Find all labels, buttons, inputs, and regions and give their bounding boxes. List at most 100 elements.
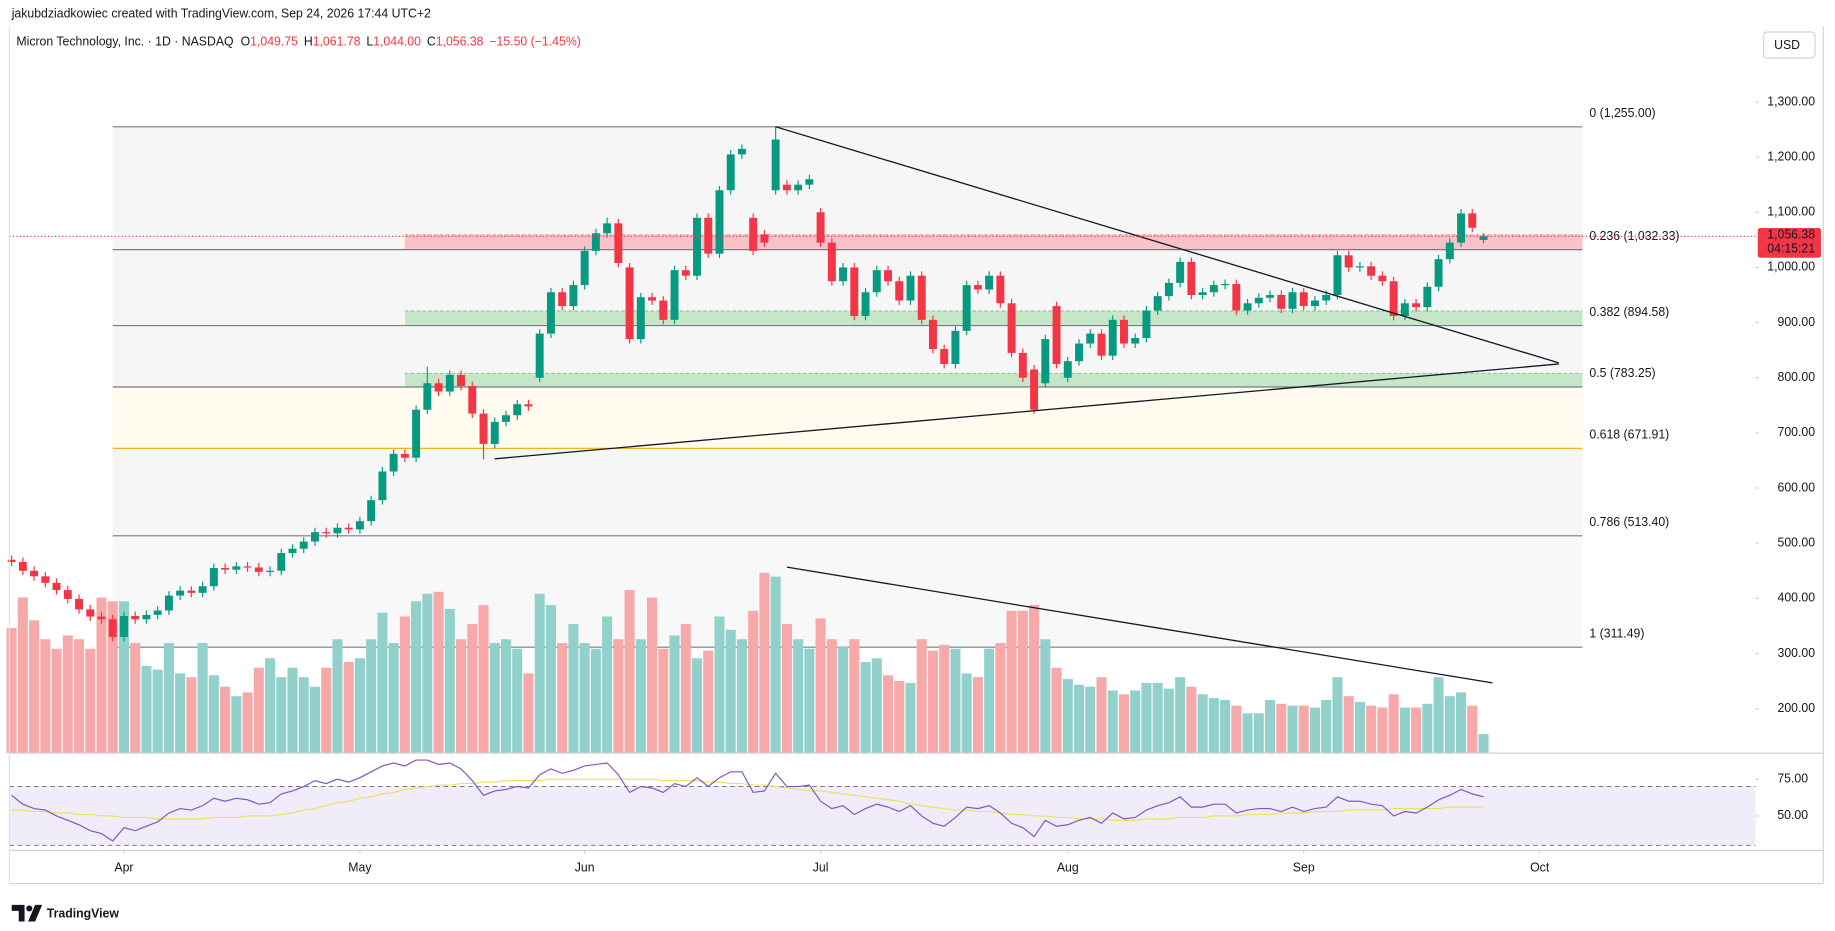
rsi-tick-label: 75.00 xyxy=(1777,771,1808,785)
volume-bar xyxy=(635,639,646,754)
candle-body xyxy=(41,576,50,583)
volume-bar xyxy=(1220,699,1231,754)
x-tick-label: Apr xyxy=(114,860,133,874)
volume-bar xyxy=(1163,688,1174,754)
ohlc-key: C xyxy=(427,35,436,49)
candle-body xyxy=(580,250,589,286)
candle-body xyxy=(1457,213,1466,243)
y-tick-label: 1,100.00 xyxy=(1767,205,1815,219)
volume-bar xyxy=(1388,694,1399,754)
volume-bar xyxy=(130,643,141,754)
volume-bar xyxy=(265,658,276,754)
candle-body xyxy=(400,453,409,458)
candle-body xyxy=(412,409,421,458)
volume-bar xyxy=(871,658,882,754)
volume-bar xyxy=(691,658,703,754)
volume-bar xyxy=(534,593,545,754)
fib-label: 0.382 (894.58) xyxy=(1589,305,1669,319)
candle-body xyxy=(63,590,72,599)
candle-body xyxy=(176,590,185,596)
volume-bar xyxy=(85,648,96,754)
candle-body xyxy=(715,190,724,254)
volume-bar xyxy=(1399,707,1410,754)
volume-bar xyxy=(950,648,961,754)
volume-bar xyxy=(545,605,556,754)
candle-body xyxy=(30,570,39,577)
y-tick-label: 300.00 xyxy=(1778,646,1816,660)
volume-bar xyxy=(1107,690,1118,754)
candle-body xyxy=(861,292,870,316)
volume-bar xyxy=(1343,696,1354,754)
candle-body xyxy=(636,297,645,340)
candle-body xyxy=(142,614,151,620)
fib-label: 0.236 (1,032.33) xyxy=(1589,229,1679,243)
volume-bar xyxy=(411,601,422,754)
candle-body xyxy=(1445,242,1454,260)
candle-body xyxy=(524,404,533,407)
volume-bar xyxy=(298,677,309,754)
volume-bar xyxy=(467,624,478,754)
volume-bar xyxy=(456,639,467,754)
candle-body xyxy=(423,383,432,410)
candle-body xyxy=(1468,213,1477,228)
candle-body xyxy=(1333,255,1342,296)
candle-body xyxy=(1434,259,1443,287)
candle-body xyxy=(1389,281,1398,316)
currency-button[interactable] xyxy=(1763,31,1816,59)
candle-body xyxy=(558,292,567,307)
y-tick-label: 1,000.00 xyxy=(1767,260,1815,274)
volume-bar xyxy=(152,669,163,754)
candle-body xyxy=(333,527,342,534)
ohlc-value: 1,056.38 xyxy=(436,35,484,49)
candle-body xyxy=(940,349,949,364)
candle-body xyxy=(1299,292,1308,307)
candle-body xyxy=(681,270,690,276)
volume-bar xyxy=(838,646,849,754)
zone xyxy=(404,373,1583,387)
y-tick-label: 500.00 xyxy=(1778,535,1816,549)
candle-body xyxy=(1142,310,1151,339)
y-tick-label: 600.00 xyxy=(1778,480,1816,494)
candle-body xyxy=(513,404,522,416)
y-tick-label: 800.00 xyxy=(1778,370,1816,384)
volume-bar xyxy=(939,644,950,754)
volume-bar xyxy=(658,648,669,754)
volume-bar xyxy=(602,616,613,754)
volume-bar xyxy=(186,677,197,754)
candle-body xyxy=(850,267,859,316)
volume-bar xyxy=(894,680,905,754)
fib-label: 0.5 (783.25) xyxy=(1589,366,1655,380)
candle-body xyxy=(985,275,994,290)
volume-bar xyxy=(399,616,410,754)
candle-body xyxy=(1153,296,1162,311)
candle-body xyxy=(1131,338,1140,344)
candle-body xyxy=(1108,319,1117,356)
volume-bar xyxy=(770,576,781,754)
volume-bar xyxy=(1298,705,1309,754)
candle-body xyxy=(1232,283,1241,311)
volume-bar xyxy=(995,643,1006,754)
candle-body xyxy=(1400,303,1409,316)
brand-name: TradingView xyxy=(47,907,119,921)
x-tick-label: Aug xyxy=(1057,860,1079,874)
symbol-name: Micron Technology, Inc. · 1D · NASDAQ xyxy=(16,35,234,49)
candle-body xyxy=(1344,255,1353,268)
candle-body xyxy=(378,471,387,501)
volume-bar xyxy=(366,639,377,754)
zone xyxy=(404,234,1583,250)
candle-body xyxy=(266,570,275,572)
volume-bar xyxy=(1017,610,1028,754)
volume-bar xyxy=(1062,679,1073,754)
volume-bar xyxy=(1444,696,1455,754)
last-price-label: 1,056.38 xyxy=(1767,227,1815,241)
x-tick-label: Jul xyxy=(813,860,829,874)
volume-bar xyxy=(1377,707,1388,754)
currency-label[interactable]: USD xyxy=(1774,38,1800,52)
volume-bar xyxy=(343,662,354,754)
volume-bar xyxy=(73,639,85,754)
volume-bar xyxy=(826,639,837,754)
volume-bar xyxy=(1096,677,1107,754)
candle-body xyxy=(502,415,510,422)
candle-body xyxy=(659,300,668,320)
